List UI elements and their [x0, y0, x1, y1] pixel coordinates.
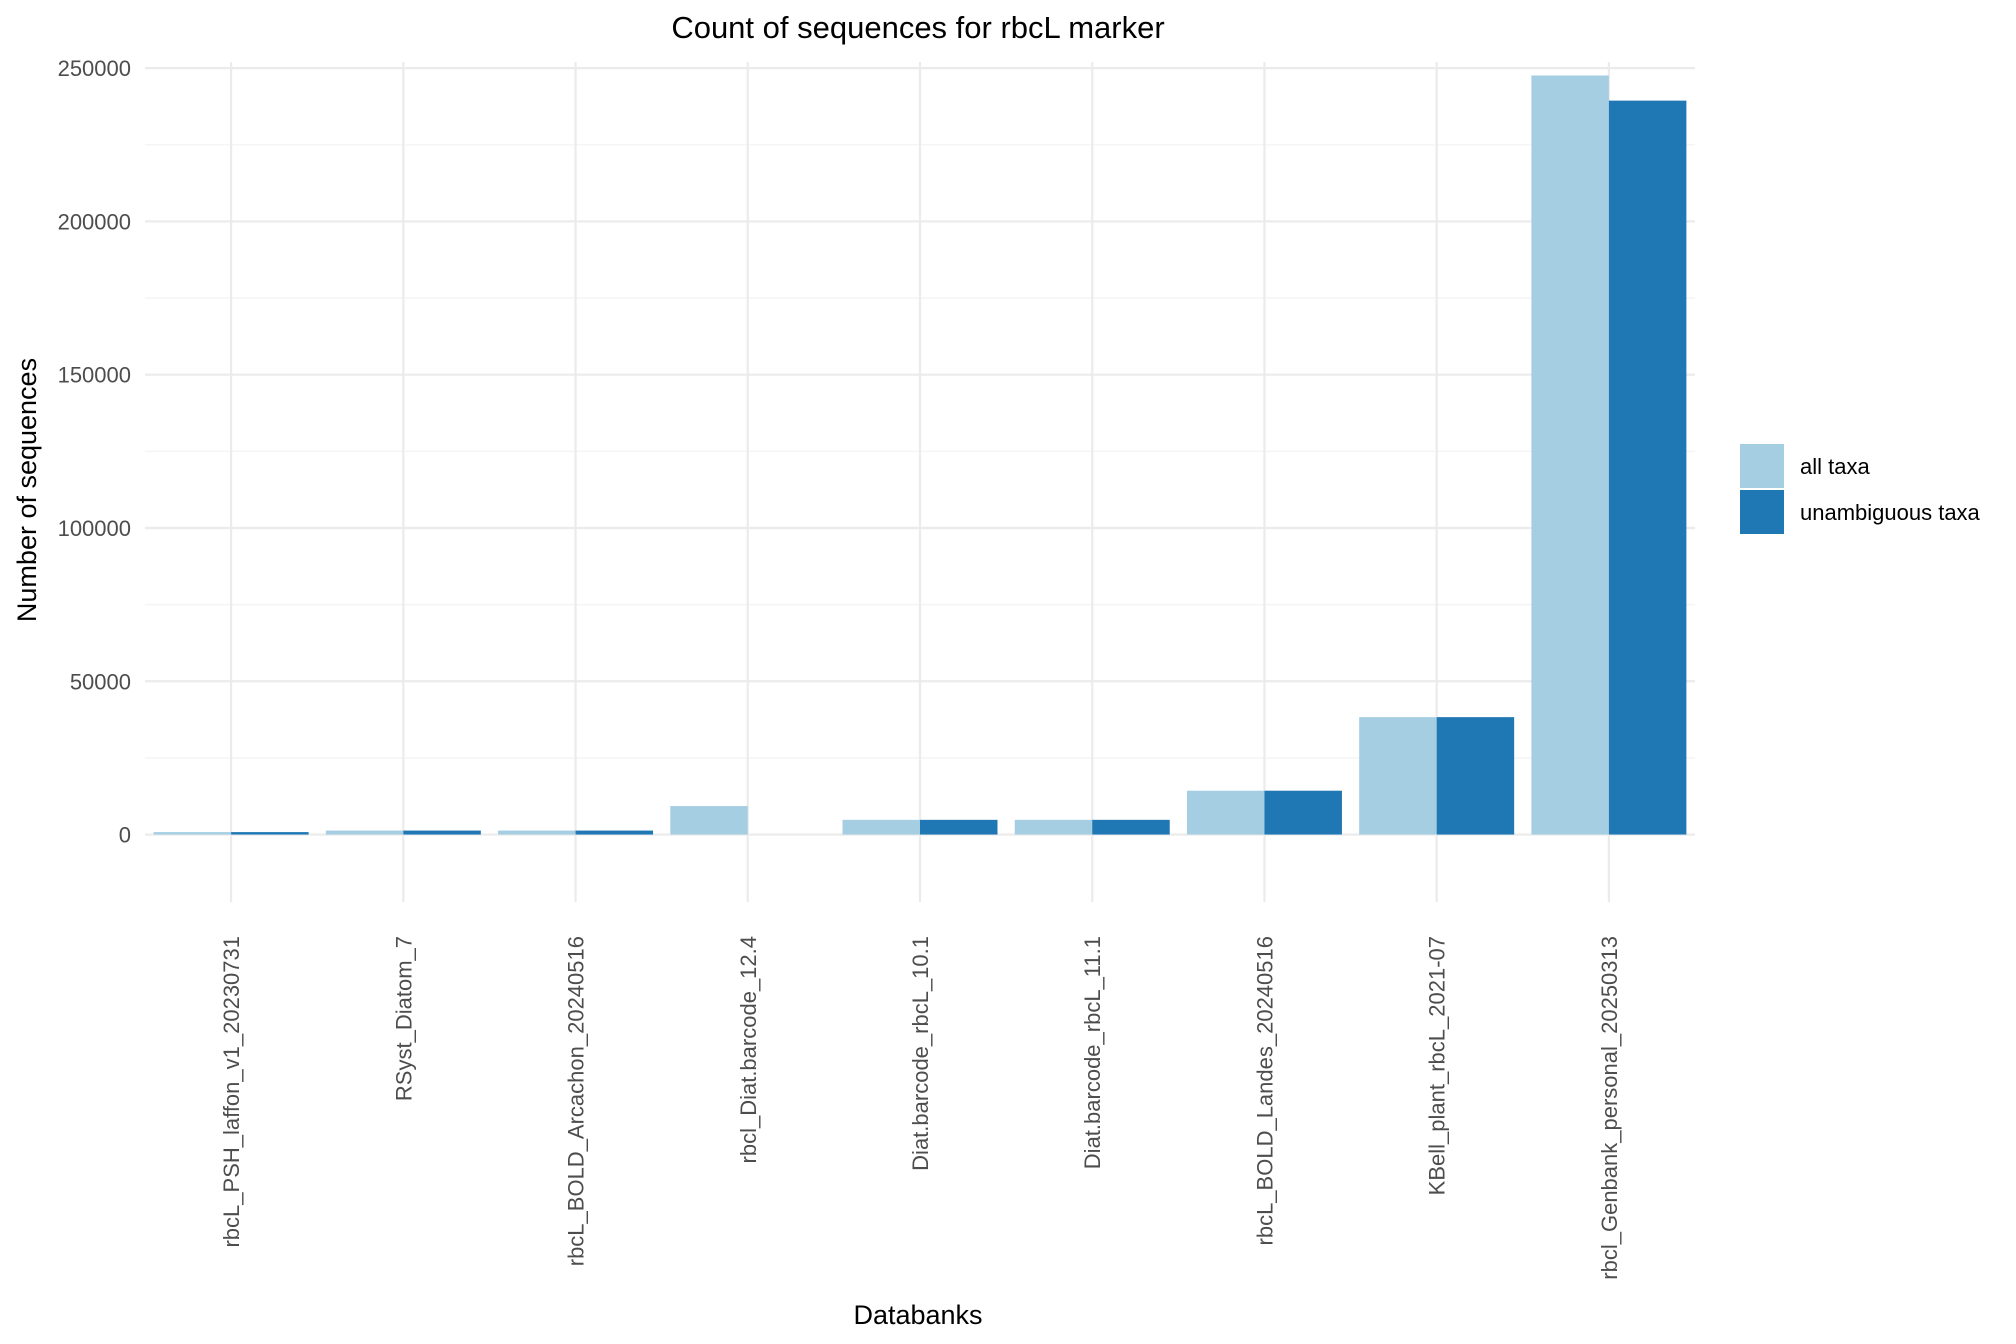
- bar-all-taxa-6: [1186, 790, 1265, 835]
- bar-unambiguous-taxa-5: [1092, 819, 1170, 835]
- y-tick-label: 100000: [58, 516, 131, 541]
- x-axis-title: Databanks: [853, 1300, 982, 1330]
- y-tick-label: 50000: [70, 669, 131, 694]
- x-tick-label: Diat.barcode_rbcL_11.1: [1080, 936, 1105, 1169]
- x-axis-ticks: rbcL_PSH_laffon_v1_20230731 RSyst_Diatom_…: [219, 936, 1622, 1280]
- bar-all-taxa-0: [153, 832, 232, 835]
- y-axis-title: Number of sequences: [12, 358, 42, 622]
- x-tick-label: rbcL_BOLD_Landes_20240516: [1252, 936, 1277, 1245]
- chart-title: Count of sequences for rbcL marker: [671, 10, 1164, 45]
- bar-all-taxa-5: [1014, 819, 1093, 835]
- bar-all-taxa-8: [1531, 75, 1609, 835]
- x-tick-label: rbcL_BOLD_Arcachon_20240516: [564, 936, 589, 1266]
- y-tick-label: 0: [119, 823, 131, 848]
- bar-unambiguous-taxa-8: [1608, 100, 1687, 835]
- bar-all-taxa-1: [325, 830, 404, 835]
- y-tick-label: 250000: [58, 56, 131, 81]
- x-tick-label: KBell_plant_rbcL_2021-07: [1425, 936, 1450, 1195]
- legend-label-unambiguous-taxa: unambiguous taxa: [1800, 500, 1981, 525]
- bar-all-taxa-2: [498, 830, 576, 835]
- bar-unambiguous-taxa-0: [231, 832, 309, 835]
- legend-swatch-unambiguous-taxa: [1740, 490, 1784, 534]
- x-tick-label: rbcL_PSH_laffon_v1_20230731: [219, 936, 244, 1248]
- bar-all-taxa-7: [1359, 717, 1437, 835]
- legend: all taxa unambiguous taxa: [1740, 444, 1981, 534]
- bar-all-taxa-3: [670, 806, 748, 835]
- x-tick-label: Diat.barcode_rbcL_10.1: [908, 936, 933, 1171]
- y-tick-label: 200000: [58, 209, 131, 234]
- bar-unambiguous-taxa-2: [575, 830, 654, 835]
- x-tick-label: rbcl_Diat.barcode_12.4: [736, 936, 761, 1163]
- y-tick-label: 150000: [58, 363, 131, 388]
- x-tick-label: RSyst_Diatom_7: [391, 936, 416, 1101]
- x-tick-label: rbcl_Genbank_personal_20250313: [1597, 936, 1622, 1280]
- bar-unambiguous-taxa-4: [920, 819, 998, 835]
- bar-unambiguous-taxa-6: [1264, 790, 1342, 835]
- bars: [153, 75, 1687, 835]
- bar-unambiguous-taxa-1: [403, 830, 481, 835]
- bar-all-taxa-4: [842, 819, 920, 835]
- legend-swatch-all-taxa: [1740, 444, 1784, 488]
- legend-label-all-taxa: all taxa: [1800, 454, 1870, 479]
- bar-unambiguous-taxa-7: [1436, 717, 1515, 835]
- y-axis-ticks: 0 50000 100000 150000 200000 250000: [58, 56, 131, 847]
